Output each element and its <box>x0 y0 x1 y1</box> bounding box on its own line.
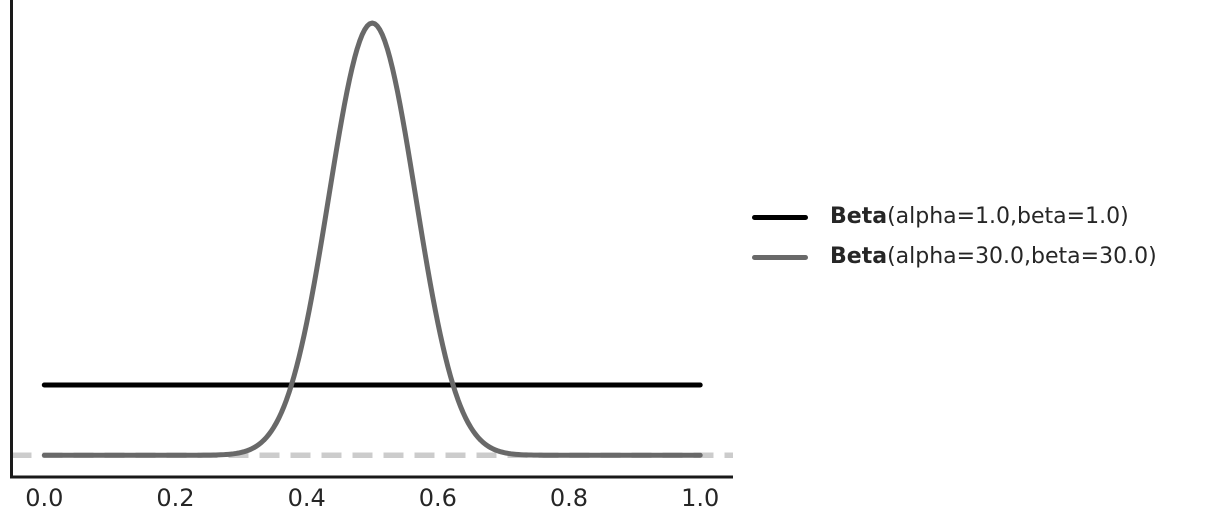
legend: Beta(alpha=1.0,beta=1.0) Beta(alpha=30.0… <box>752 197 1157 277</box>
legend-label-rest: (alpha=1.0,beta=1.0) <box>887 204 1129 229</box>
legend-entry-beta-30-30: Beta(alpha=30.0,beta=30.0) <box>752 237 1157 277</box>
legend-entry-beta-1-1: Beta(alpha=1.0,beta=1.0) <box>752 197 1157 237</box>
x-tick-label: 0.6 <box>419 484 457 512</box>
legend-line-swatch-gray <box>752 254 808 260</box>
x-tick-label: 0.8 <box>550 484 588 512</box>
legend-label-rest: (alpha=30.0,beta=30.0) <box>887 244 1157 269</box>
legend-line-swatch-black <box>752 214 808 220</box>
legend-label: Beta(alpha=30.0,beta=30.0) <box>830 246 1157 268</box>
x-tick-label: 1.0 <box>681 484 719 512</box>
x-tick-label: 0.0 <box>25 484 63 512</box>
legend-label: Beta(alpha=1.0,beta=1.0) <box>830 206 1129 228</box>
series-line-1 <box>41 20 703 458</box>
x-tick-label: 0.4 <box>288 484 326 512</box>
legend-label-bold: Beta <box>830 204 888 229</box>
x-tick-label: 0.2 <box>156 484 194 512</box>
legend-label-bold: Beta <box>830 244 888 269</box>
